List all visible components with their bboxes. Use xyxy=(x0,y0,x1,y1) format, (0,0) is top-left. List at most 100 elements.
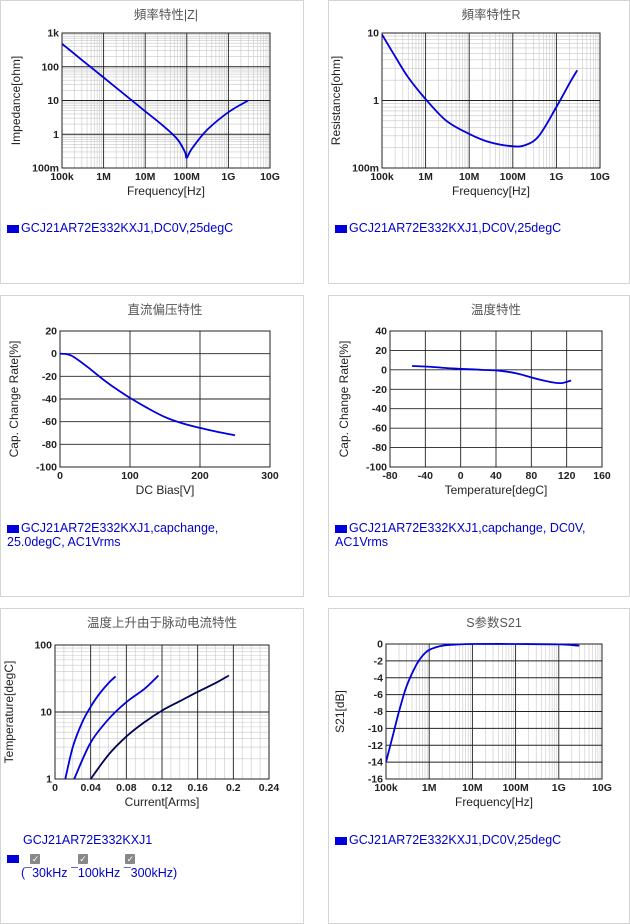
x-tick-label: 0.24 xyxy=(259,782,280,794)
y-tick-label: -2 xyxy=(374,655,383,667)
y-tick-label: 100m xyxy=(32,163,59,175)
y-tick-label: -80 xyxy=(372,442,387,454)
major-gridlines xyxy=(389,330,603,468)
y-tick-label: -60 xyxy=(42,416,57,428)
chart-panel-ripple-current: 温度上升由于脉动电流特性 0 0.04 0.08 0.12 0.16 0.2 0.24 100 1… xyxy=(0,608,304,924)
y-tick-label: 20 xyxy=(375,345,387,357)
x-tick-label: 10M xyxy=(459,171,480,183)
x-tick-label: -40 xyxy=(418,470,433,482)
legend-swatch xyxy=(7,224,19,233)
x-axis-label: Frequency[Hz] xyxy=(455,795,533,809)
chart-panel-impedance: 頻率特性|Z| 100k 1M 10M 100M 1G 10G 1k 100 10 1 100m Fre… xyxy=(0,0,304,284)
chart-title: 温度特性 xyxy=(471,302,521,317)
y-tick-label: 10 xyxy=(47,95,59,107)
x-axis-label: DC Bias[V] xyxy=(136,483,195,497)
y-tick-label: -12 xyxy=(368,740,383,752)
chart-panel-dc-bias: 直流偏压特性 0 100 200 300 20 0 -20 -40 -60 -80 -100 DC Bi… xyxy=(0,295,304,597)
plot-frame xyxy=(61,32,271,169)
plot-frame xyxy=(59,330,271,468)
y-tick-label: -80 xyxy=(42,439,57,451)
y-tick-label: 10 xyxy=(367,28,379,40)
y-tick-label: -40 xyxy=(372,403,387,415)
legend-checkboxes: ✓ ✓ ✓ xyxy=(7,851,136,865)
checkbox-100khz[interactable]: ✓ xyxy=(77,853,88,864)
chart-panel-temperature: 温度特性 -80 -40 0 40 80 120 160 40 20 0 -20 -40 -60 -80 -1… xyxy=(328,295,630,597)
y-tick-label: 1 xyxy=(53,129,59,141)
y-axis-label: Impedance[ohm] xyxy=(9,56,23,145)
x-tick-label: 200 xyxy=(191,470,209,482)
x-tick-label: 100k xyxy=(370,171,394,183)
y-tick-label: -4 xyxy=(374,672,383,684)
x-axis-label: Frequency[Hz] xyxy=(452,184,530,198)
chart-panel-s21: S参数S21 100k 1M 10M 100M 1G 10G 0 -2 -4 -6 -8 -10 -12 -… xyxy=(328,608,630,924)
series-line-0 xyxy=(64,675,117,780)
x-tick-label: 160 xyxy=(593,470,611,482)
legend-dc-bias: GCJ21AR72E332KXJ1,capchange, 25.0degC, A… xyxy=(7,521,247,549)
legend-frequency-list: (¯30kHz ¯100kHz ¯300kHz) xyxy=(21,866,178,880)
x-tick-label: 100 xyxy=(121,470,139,482)
x-tick-label: 1G xyxy=(549,171,563,183)
x-tick-label: 0.08 xyxy=(116,782,137,794)
legend-label: GCJ21AR72E332KXJ1,DC0V,25degC xyxy=(21,221,234,235)
x-tick-label: 0 xyxy=(57,470,63,482)
chart-title: 頻率特性R xyxy=(461,7,520,22)
y-tick-label: 100m xyxy=(352,163,379,175)
checkbox-300khz[interactable]: ✓ xyxy=(125,853,136,864)
x-tick-label: 40 xyxy=(490,470,502,482)
y-axis-label: S21[dB] xyxy=(333,690,347,733)
x-tick-label: 10G xyxy=(590,171,610,183)
legend-swatch xyxy=(335,524,347,533)
legend-s21: GCJ21AR72E332KXJ1,DC0V,25degC xyxy=(335,833,561,847)
x-tick-label: 100M xyxy=(500,171,527,183)
x-tick-label: 1M xyxy=(96,171,111,183)
legend-ripple-current: GCJ21AR72E332KXJ1 xyxy=(23,833,152,847)
y-tick-label: -10 xyxy=(368,723,383,735)
chart-title: 頻率特性|Z| xyxy=(134,7,198,22)
x-tick-label: 100k xyxy=(374,782,398,794)
legend-label: GCJ21AR72E332KXJ1,capchange, DC0V, AC1Vr… xyxy=(335,521,586,549)
y-tick-label: -100 xyxy=(36,462,57,474)
y-axis-label: Resistance[ohm] xyxy=(329,56,343,145)
chart-s21: S参数S21 100k 1M 10M 100M 1G 10G 0 -2 -4 -6 -8 -10 -12 -… xyxy=(333,615,612,809)
series-line-0 xyxy=(386,643,580,763)
y-tick-label: -20 xyxy=(42,371,57,383)
series-line-1 xyxy=(73,674,160,780)
chart-title: S参数S21 xyxy=(466,615,522,630)
y-axis-label: Cap. Change Rate[%] xyxy=(337,341,351,458)
x-tick-label: 10M xyxy=(135,171,156,183)
x-tick-label: 0.2 xyxy=(226,782,241,794)
chart-panel-resistance: 頻率特性R 100k 1M 10M 100M 1G 10G 10 1 100m Frequency[… xyxy=(328,0,630,284)
y-tick-label: 1k xyxy=(47,28,59,40)
y-tick-label: 20 xyxy=(45,326,57,338)
legend-part: GCJ21AR72E332KXJ1 xyxy=(23,833,153,847)
checkbox-30khz[interactable]: ✓ xyxy=(30,853,41,864)
x-tick-label: 0.16 xyxy=(187,782,208,794)
x-tick-label: 10G xyxy=(260,171,280,183)
series-line-2 xyxy=(89,674,230,780)
legend-swatch xyxy=(335,836,347,845)
y-tick-label: -40 xyxy=(42,394,57,406)
x-tick-label: 0.04 xyxy=(80,782,101,794)
y-tick-label: 0 xyxy=(51,348,57,360)
chart-temperature: 温度特性-80 -40 0 40 80 120 16040200-20-40-60-80-1… xyxy=(337,302,611,497)
x-tick-label: -80 xyxy=(382,470,397,482)
chart-resistance: 頻率特性R 100k 1M 10M 100M 1G 10G 10 1 100m Frequency[… xyxy=(329,7,610,198)
y-axis-label: Temperature[degC] xyxy=(2,661,16,764)
y-tick-label: -60 xyxy=(372,423,387,435)
y-tick-label: 0 xyxy=(381,364,387,376)
legend-frequencies: (¯30kHz ¯100kHz ¯300kHz) xyxy=(21,866,177,880)
x-tick-label: 1M xyxy=(418,171,433,183)
y-tick-label: 40 xyxy=(375,326,387,338)
y-tick-label: 0 xyxy=(377,639,383,651)
x-tick-label: 0.12 xyxy=(152,782,173,794)
series-line-0 xyxy=(382,34,578,148)
legend-swatch xyxy=(7,854,19,863)
x-tick-label: 10G xyxy=(592,782,612,794)
x-tick-label: 80 xyxy=(525,470,537,482)
major-gridlines xyxy=(59,330,271,468)
chart-impedance: 頻率特性|Z| 100k 1M 10M 100M 1G 10G 1k 100 10 1 100m Fre… xyxy=(9,7,280,198)
plot-frame xyxy=(381,32,601,169)
legend-swatch xyxy=(7,524,19,533)
legend-label: GCJ21AR72E332KXJ1,DC0V,25degC xyxy=(349,221,562,235)
